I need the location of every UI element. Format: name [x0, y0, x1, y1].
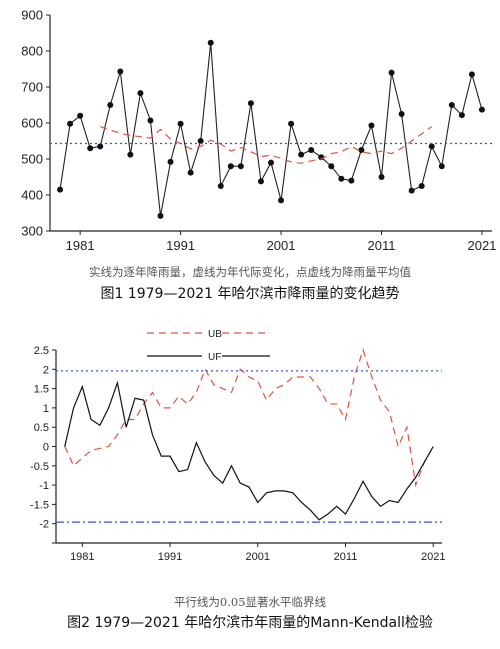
y-tick-label: -1.5	[30, 499, 49, 511]
data-point	[187, 169, 194, 176]
y-tick-label: 1	[43, 403, 49, 415]
data-point	[328, 163, 335, 170]
y-tick-label: 2	[43, 364, 49, 376]
y-tick-label: 1.5	[34, 384, 49, 396]
data-point	[127, 151, 134, 158]
y-tick-label: 0	[43, 441, 49, 453]
data-point	[97, 143, 104, 150]
data-point	[167, 158, 174, 165]
x-tick-label: 1991	[158, 551, 182, 563]
data-point	[247, 100, 254, 107]
figure-2-caption: 图2 1979—2021 年哈尔滨市年雨量的Mann-Kendall检验	[67, 615, 433, 631]
x-tick-label: 2001	[267, 238, 296, 253]
data-point	[428, 143, 435, 150]
figure-2-note: 平行线为0.05显著水平临界线	[173, 595, 327, 609]
y-tick-label: 400	[21, 188, 43, 203]
data-point	[67, 120, 74, 127]
data-point	[308, 147, 315, 153]
data-point	[77, 112, 84, 119]
legend-label-ub: UB	[208, 329, 222, 340]
y-tick-label: 300	[21, 224, 43, 239]
series-0-line	[59, 42, 483, 216]
data-point	[137, 90, 144, 97]
ub-line	[64, 348, 434, 488]
x-tick-label: 2011	[368, 238, 396, 253]
y-tick-label: 600	[21, 116, 43, 131]
data-point	[278, 197, 285, 204]
mann-kendall-chart: -2 -1.5 -1 -0.5 0 0.5 1 1.5 2 2.5 1981 1991 2001 2011…	[30, 329, 445, 563]
data-point	[348, 177, 355, 184]
data-point	[217, 183, 224, 189]
data-point	[207, 39, 214, 46]
x-tick-label: 1981	[66, 238, 95, 253]
legend-label-uf: UF	[208, 352, 221, 363]
y-tick-label: 800	[21, 44, 43, 59]
figure-1: 300 400 500 600 700 800 900 1981 1991 2001 2011 202…	[0, 0, 500, 318]
data-point	[418, 183, 425, 189]
data-point	[448, 102, 455, 108]
data-point	[57, 186, 64, 193]
data-point	[388, 69, 395, 76]
data-point	[358, 147, 365, 153]
data-point	[298, 151, 305, 158]
y-tick-label: 900	[21, 8, 43, 23]
x-tick-label: 2001	[246, 551, 270, 563]
uf-line	[64, 380, 434, 521]
rainfall-trend-chart: 300 400 500 600 700 800 900 1981 1991 2001 2011 202…	[21, 8, 496, 253]
data-point	[177, 120, 184, 127]
y-tick-label: -0.5	[30, 461, 49, 473]
x-tick-label: 1991	[166, 238, 195, 253]
data-point	[107, 102, 114, 108]
data-point	[378, 174, 385, 180]
y-tick-label: 500	[21, 152, 43, 167]
data-point	[117, 68, 124, 75]
x-tick-label: 2021	[421, 551, 445, 563]
data-point	[227, 163, 234, 170]
data-point	[197, 138, 204, 144]
figure-1-caption: 图1 1979—2021 年哈尔滨市降雨量的变化趋势	[100, 286, 400, 302]
y-tick-label: -2	[39, 519, 49, 531]
y-tick-label: -1	[39, 480, 49, 492]
data-point	[458, 112, 465, 119]
data-point	[268, 159, 274, 166]
figure-1-note: 实线为逐年降雨量，虚线为年代际变化，点虚线为降雨量平均值	[89, 265, 411, 279]
data-point	[438, 163, 445, 170]
x-tick-label: 2021	[467, 238, 496, 253]
data-point	[478, 106, 485, 113]
y-tick-label: 0.5	[34, 422, 49, 434]
data-point	[237, 163, 244, 170]
data-point	[468, 71, 475, 78]
data-point	[157, 212, 164, 219]
data-point	[147, 117, 154, 124]
data-point	[288, 120, 295, 127]
data-point	[87, 145, 94, 152]
data-point	[398, 111, 405, 117]
data-point	[257, 178, 264, 185]
figure-2: -2 -1.5 -1 -0.5 0 0.5 1 1.5 2 2.5 1981 1991 2001 2011…	[0, 318, 500, 649]
data-point	[408, 187, 415, 194]
data-point	[338, 175, 345, 182]
y-tick-label: 2.5	[34, 345, 49, 357]
x-tick-label: 1981	[70, 551, 94, 563]
x-tick-label: 2011	[334, 551, 358, 563]
y-tick-label: 700	[21, 80, 43, 95]
data-point	[368, 122, 375, 129]
series-1-line	[100, 126, 433, 164]
